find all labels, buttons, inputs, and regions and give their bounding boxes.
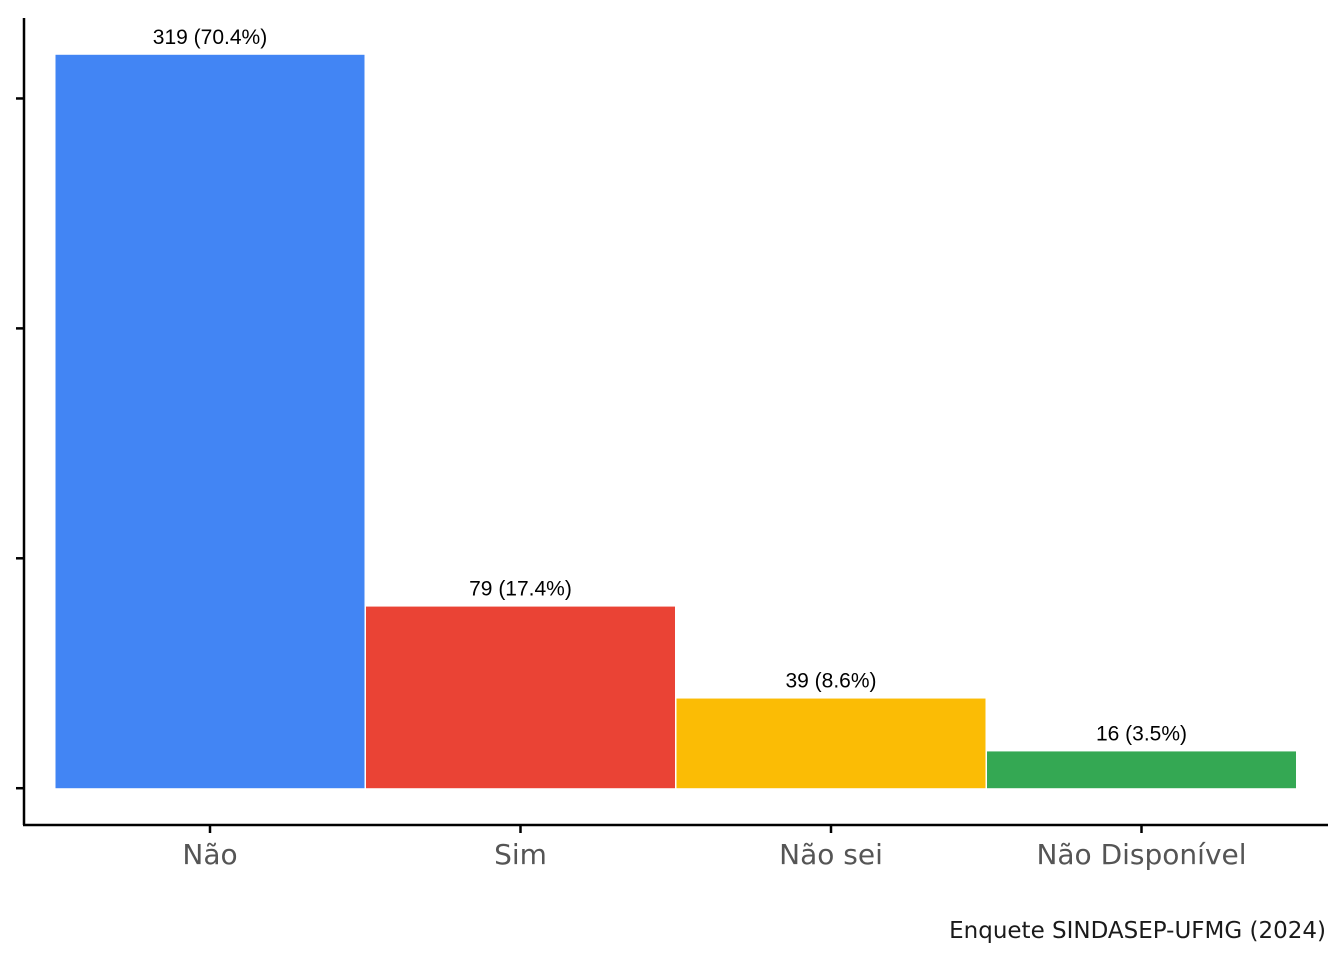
data-label-nao: 319 (70.4%): [153, 26, 267, 49]
data-label-nao-disponivel: 16 (3.5%): [1096, 722, 1187, 745]
bar-nao-disponivel: [987, 751, 1296, 789]
bars-group: [55, 54, 1296, 789]
data-label-nao-sei: 39 (8.6%): [785, 670, 876, 693]
bar-nao: [55, 54, 365, 789]
y-axis-ticks: [16, 97, 24, 790]
x-axis-ticks: Não Sim Não sei Não Disponível: [182, 825, 1247, 871]
bar-sim: [366, 606, 675, 789]
x-tick-label-sim: Sim: [494, 838, 547, 871]
data-label-sim: 79 (17.4%): [469, 578, 572, 601]
x-tick-label-nao-disponivel: Não Disponível: [1036, 838, 1246, 871]
x-tick-label-nao: Não: [182, 838, 237, 871]
chart-caption: Enquete SINDASEP-UFMG (2024): [949, 918, 1326, 944]
data-labels-group: 319 (70.4%) 79 (17.4%) 39 (8.6%) 16 (3.5%): [153, 26, 1187, 746]
bar-nao-sei: [676, 698, 986, 789]
x-tick-label-nao-sei: Não sei: [779, 838, 883, 871]
